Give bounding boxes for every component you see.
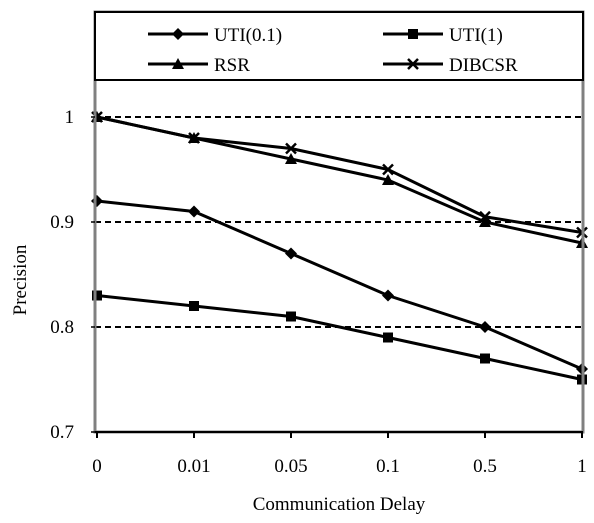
data-point	[285, 247, 297, 260]
y-axis-title: Precision	[10, 244, 31, 315]
series-line	[96, 294, 583, 381]
marker-stroke	[382, 163, 394, 176]
legend-item-uti-0-1: UTI(0.1)	[148, 25, 282, 46]
data-point	[382, 174, 394, 185]
y-tick-label: 0.9	[50, 212, 74, 233]
series-dibcsr	[91, 111, 588, 239]
data-point	[382, 289, 394, 302]
legend-label: UTI(1)	[449, 25, 503, 46]
series-uti-0-1	[91, 195, 588, 375]
data-point	[189, 301, 199, 311]
data-point	[383, 332, 393, 343]
data-point	[479, 210, 491, 223]
series-lines	[91, 111, 588, 385]
legend-item-dibcsr: DIBCSR	[383, 55, 518, 76]
y-tick-label: 0.8	[50, 317, 74, 338]
legend-marker	[407, 58, 419, 70]
data-point	[382, 163, 394, 176]
data-point	[188, 132, 200, 144]
legend: UTI(0.1) UTI(1) RSR DIBCSR	[94, 11, 584, 81]
data-point	[479, 216, 491, 227]
y-tick-label: 1	[65, 107, 75, 128]
series-line	[96, 115, 583, 234]
data-point	[479, 321, 491, 333]
data-point	[285, 153, 297, 164]
legend-marker	[172, 28, 184, 40]
y-tick-label: 0.7	[50, 422, 74, 443]
x-tick-label: 0.05	[274, 456, 307, 477]
x-tick-label: 0.5	[473, 456, 497, 477]
marker-stroke	[479, 210, 491, 223]
x-tick-label: 1	[577, 456, 587, 477]
data-point	[92, 290, 102, 301]
marker-stroke	[188, 132, 200, 144]
legend-marker	[172, 58, 184, 69]
legend-label: RSR	[214, 55, 250, 76]
legend-label: DIBCSR	[449, 55, 518, 76]
data-point	[286, 311, 296, 322]
series-line	[96, 199, 583, 371]
data-point	[480, 353, 490, 364]
x-tick-label: 0.1	[376, 456, 400, 477]
marker-stroke	[285, 142, 297, 155]
x-tick-label: 0.01	[177, 456, 210, 477]
axes: 0.7 0.8 0.9 1 0 0.01 0.05 0.1 0.5 1	[50, 10, 587, 477]
data-point	[285, 142, 297, 155]
legend-item-rsr: RSR	[148, 55, 250, 76]
legend-label: UTI(0.1)	[214, 25, 282, 46]
data-point	[188, 205, 200, 218]
legend-item-uti-1: UTI(1)	[383, 25, 503, 46]
x-tick-label: 0	[92, 456, 102, 477]
marker-stroke	[407, 58, 419, 70]
legend-marker	[408, 29, 418, 39]
x-axis-title: Communication Delay	[253, 494, 426, 515]
